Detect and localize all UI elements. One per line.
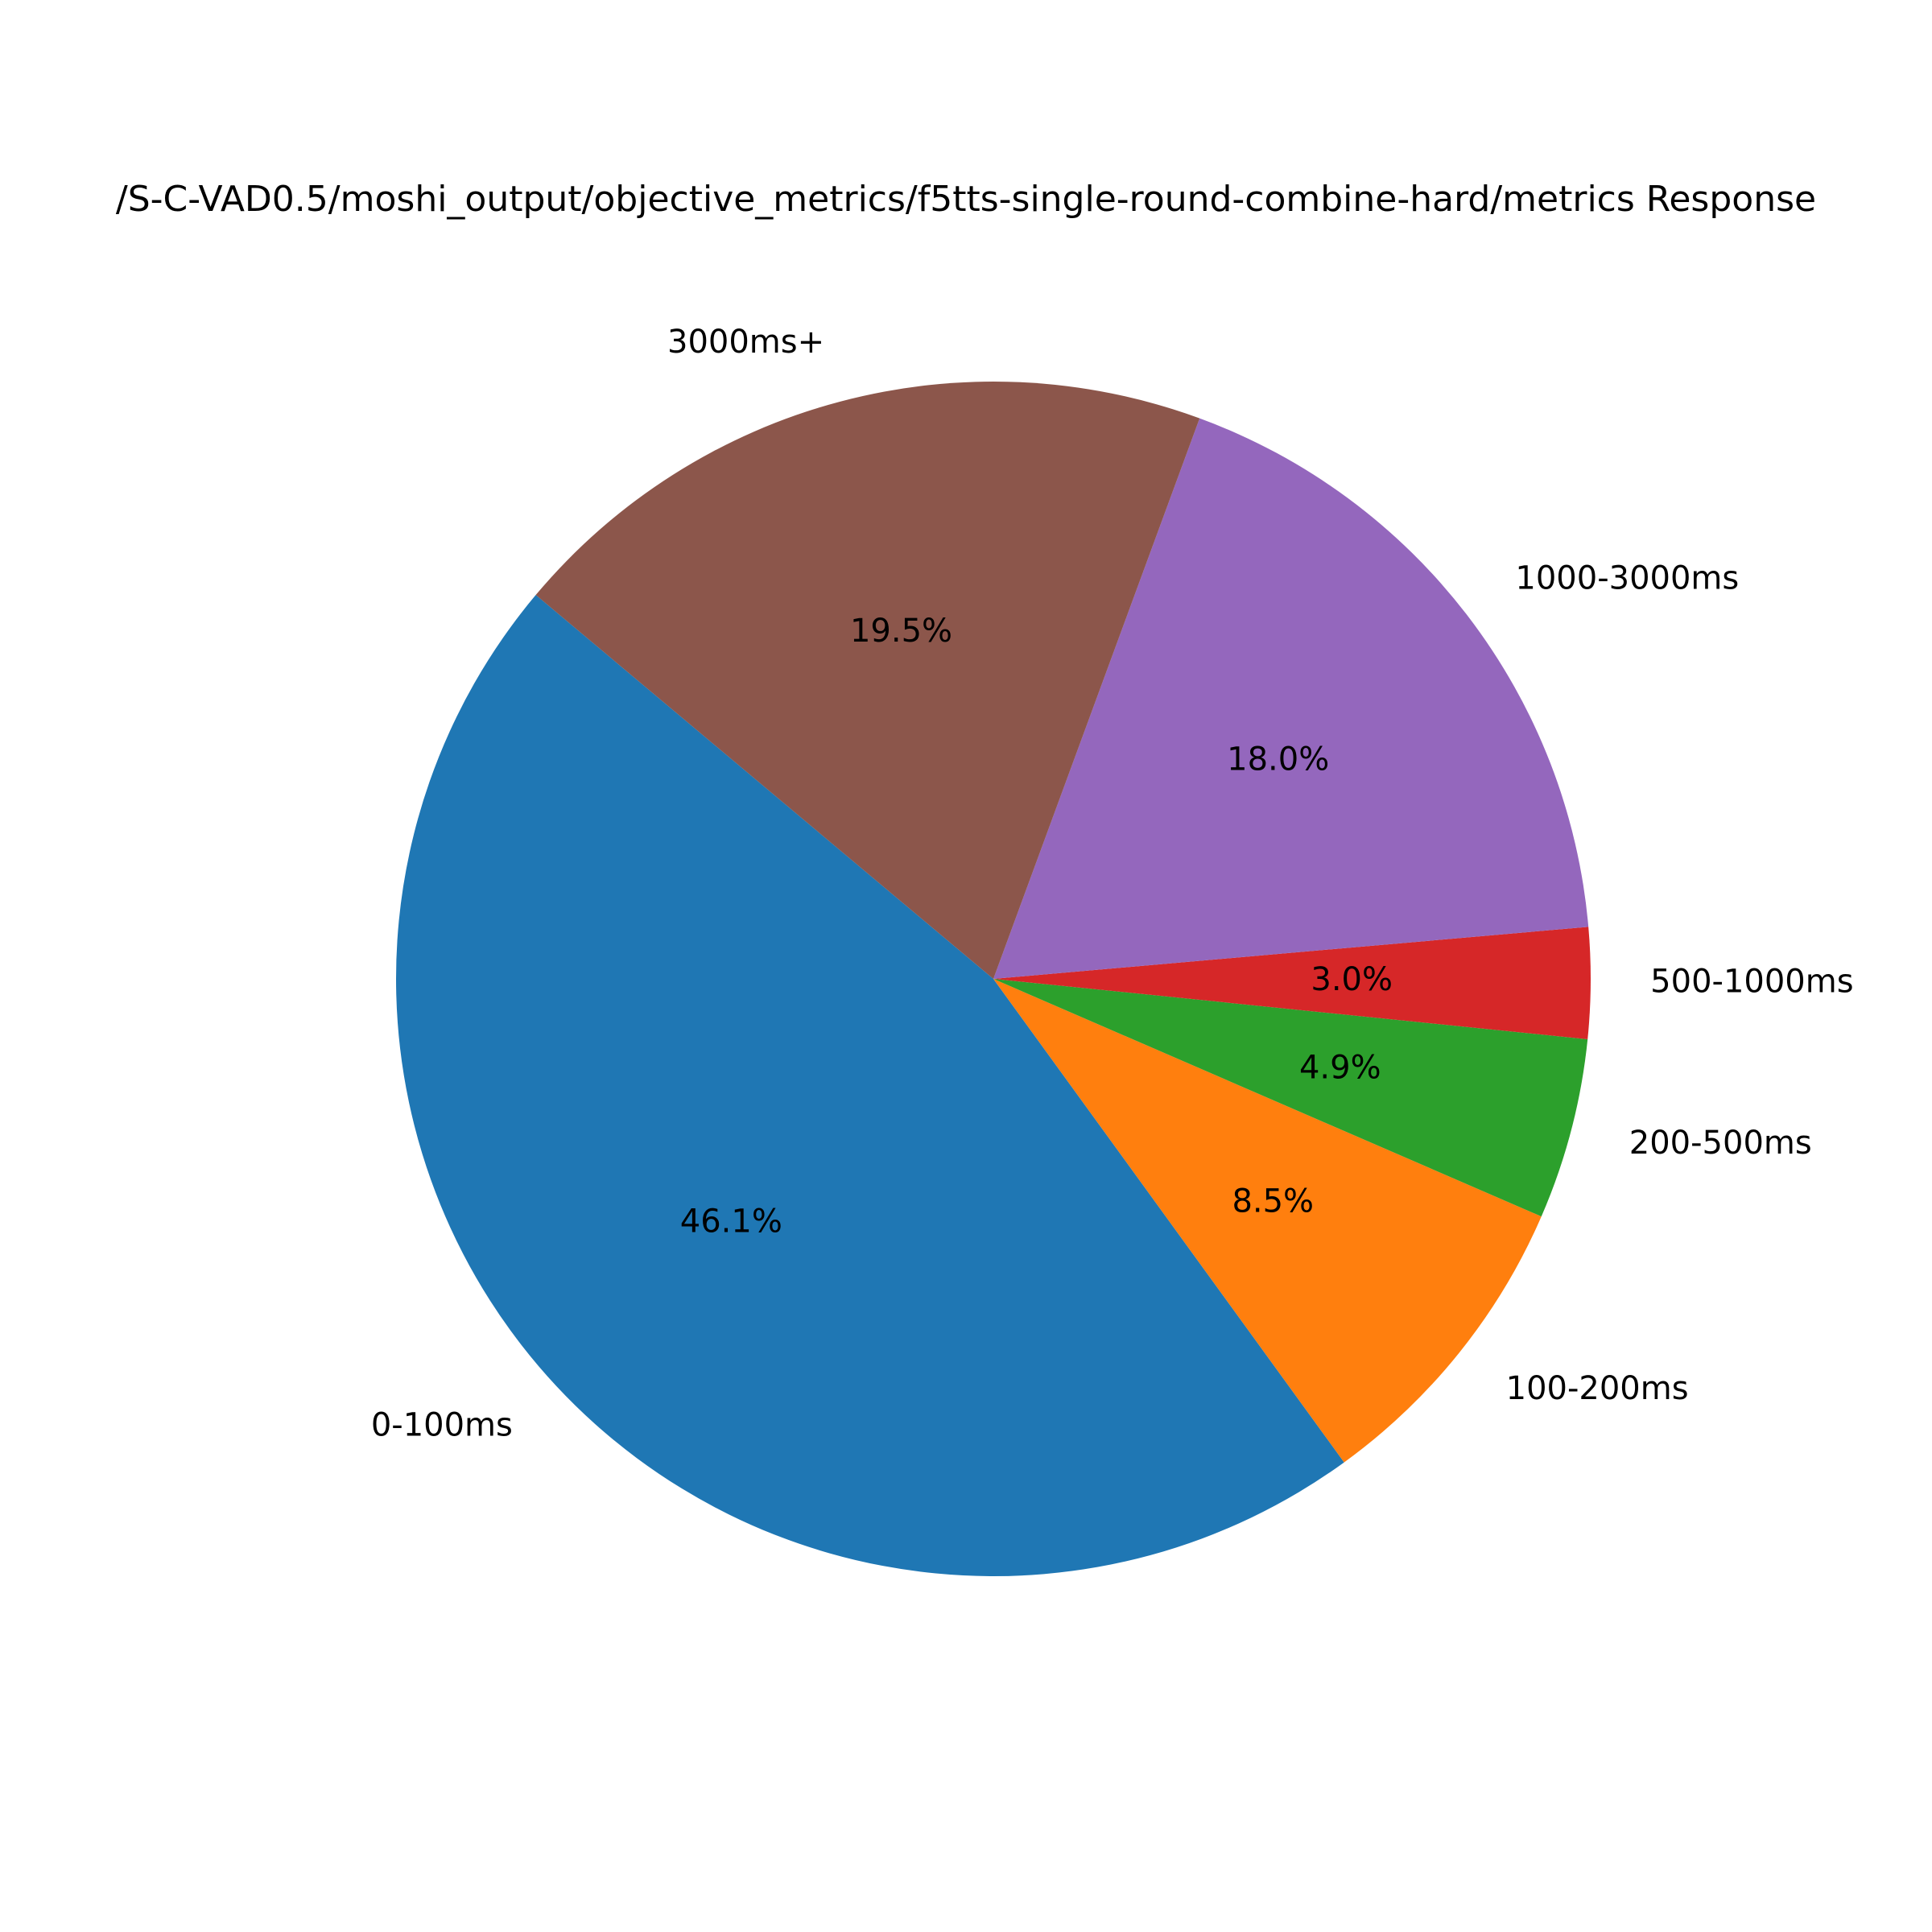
chart-title: /S-C-VAD0.5/moshi_output/objective_metri… — [116, 179, 1816, 220]
pct-label-200-500ms: 4.9% — [1299, 1049, 1381, 1086]
slice-label-100-200ms: 100-200ms — [1506, 1370, 1689, 1407]
pct-label-100-200ms: 8.5% — [1232, 1183, 1314, 1220]
pie-slices — [395, 382, 1591, 1577]
pie-slice-100-200ms — [993, 979, 1542, 1463]
slice-label-200-500ms: 200-500ms — [1629, 1125, 1812, 1162]
pie-labels: 0-100ms 46.1% 100-200ms 8.5% 200-500ms 4.9% 50… — [371, 324, 1854, 1443]
slice-label-1000-3000ms: 1000-3000ms — [1515, 559, 1739, 597]
pie-slice-3000ms — [535, 382, 1200, 980]
pct-label-0-100ms: 46.1% — [680, 1203, 782, 1241]
slice-label-500-1000ms: 500-1000ms — [1650, 964, 1853, 1001]
pie-slice-500-1000ms — [993, 927, 1591, 1039]
slice-label-3000ms: 3000ms+ — [667, 324, 824, 361]
pct-label-500-1000ms: 3.0% — [1311, 961, 1393, 998]
slice-label-0-100ms: 0-100ms — [371, 1406, 513, 1443]
pct-label-3000ms: 19.5% — [850, 613, 952, 650]
pie-slice-0-100ms — [395, 595, 1344, 1577]
pie-slice-1000-3000ms — [993, 418, 1589, 979]
pct-label-1000-3000ms: 18.0% — [1227, 741, 1329, 778]
pie-slice-200-500ms — [993, 979, 1588, 1217]
